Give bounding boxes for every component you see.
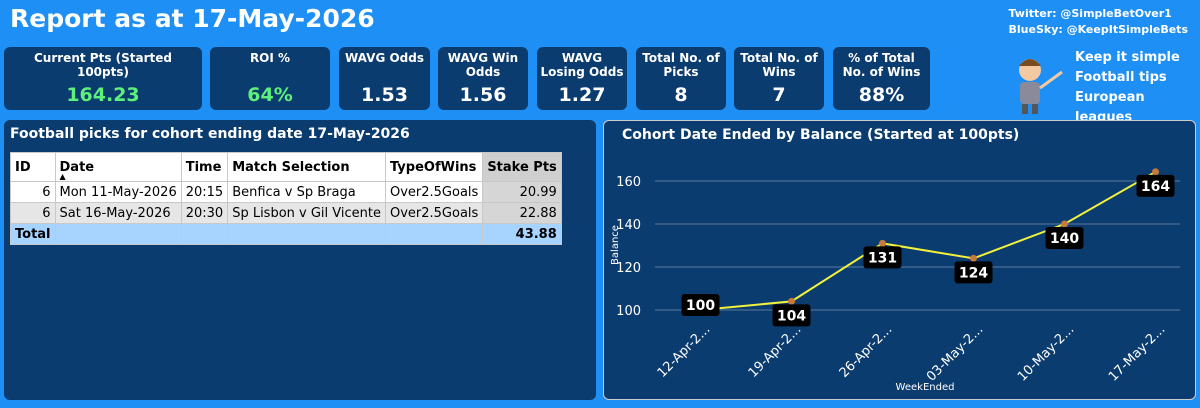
picks-panel: Football picks for cohort ending date 17… (4, 120, 596, 400)
picks-table: ID Date ▲ Time Match Selection TypeOfWins Stak… (10, 152, 562, 245)
y-tick-label: 100 (616, 304, 641, 319)
column-header: Stake Pts (482, 152, 562, 182)
kpi-card: WAVG Win Odds 1.56 (438, 47, 528, 110)
column-header: TypeOfWins (384, 152, 484, 182)
data-label: 140 (1050, 231, 1079, 247)
data-label-box (681, 294, 720, 316)
kpi-value: 64% (247, 84, 293, 106)
data-label-box (954, 261, 993, 284)
kpi-value: 1.56 (459, 84, 507, 106)
kpi-label: % of Total No. of Wins (842, 51, 921, 79)
x-tick-label: 03-May-2... (924, 322, 986, 384)
mascot (1019, 59, 1063, 114)
table-cell: 6 (10, 181, 56, 203)
kpi-label: Current Pts (Started 100pts) (34, 51, 172, 79)
total-row: Total 43.88 (10, 223, 562, 245)
data-label-box (863, 246, 902, 269)
kpi-card: Total No. of Picks 8 (636, 47, 726, 110)
marker (788, 297, 795, 305)
total-value: 43.88 (482, 223, 562, 245)
y-tick-label: 160 (616, 175, 641, 190)
kpi-value: 1.27 (558, 84, 606, 106)
kpi-card: ROI % 64% (210, 47, 330, 110)
kpi-value: 1.53 (361, 84, 408, 106)
report-title: Report as at 17-May-2026 (10, 4, 375, 33)
column-header: ID (10, 152, 56, 182)
data-label: 131 (868, 250, 897, 266)
total-cell (54, 223, 182, 245)
kpi-label: ROI % (249, 51, 291, 65)
twitter: Twitter: @SimpleBetOver1 (1008, 7, 1172, 20)
kpi-card: WAVG Odds 1.53 (339, 47, 430, 110)
table-body: 6 Mon 11-May-2026 20:15 Benfica v Sp Braga O… (10, 181, 562, 245)
data-label: 164 (1141, 179, 1170, 195)
tagline-line: Football tips (1075, 70, 1167, 85)
table-row: 6 Mon 11-May-2026 20:15 Benfica v Sp Braga O… (10, 181, 562, 203)
total-label: Total (10, 223, 56, 245)
marker (1152, 168, 1159, 176)
kpi-label: WAVG Win Odds (447, 51, 519, 79)
total-cell (384, 223, 484, 245)
table-cell: Sp Lisbon v Gil Vicente (227, 202, 386, 224)
y-tick-label: 140 (616, 218, 641, 233)
bluesky: BlueSky: @KeepItSimpleBets (1008, 23, 1188, 36)
tagline-line: Keep it simple (1075, 50, 1180, 65)
kpi-label: WAVG Losing Odds (540, 51, 624, 79)
table-cell: 20:15 (180, 181, 229, 203)
y-axis-label: Balance (610, 225, 621, 265)
kpi-value: 8 (674, 84, 688, 106)
chart-title: Cohort Date Ended by Balance (Started at… (622, 127, 1019, 143)
table-cell: Over2.5Goals (384, 181, 484, 203)
kpi-label: Total No. of Picks (642, 51, 720, 79)
data-label-box (1136, 174, 1175, 197)
table-title: Football picks for cohort ending date 17… (10, 126, 410, 142)
x-tick-label: 17-May-2... (1106, 322, 1168, 384)
table-cell: 20:30 (180, 202, 229, 224)
x-tick-label: 10-May-2... (1015, 322, 1077, 384)
marker (970, 254, 977, 262)
kpi-value: 88% (858, 84, 905, 106)
line (700, 171, 1156, 311)
marker (879, 239, 886, 247)
table-cell: Mon 11-May-2026 (54, 181, 182, 203)
table-cell: Sat 16-May-2026 (54, 202, 182, 224)
kpi-value: 7 (772, 84, 786, 106)
kpi-label: Total No. of Wins (740, 51, 818, 79)
x-tick-label: 26-Apr-2... (837, 322, 896, 381)
total-cell (227, 223, 386, 245)
column-header: Time (180, 152, 229, 182)
header-row: ID Date ▲ Time Match Selection TypeOfWins Stak… (10, 152, 562, 182)
data-label-box (772, 304, 811, 327)
table-row: 6 Sat 16-May-2026 20:30 Sp Lisbon v Gil Vic… (10, 202, 562, 224)
data-label: 104 (777, 308, 806, 324)
table-cell: 22.88 (482, 202, 562, 224)
column-header: Date ▲ (54, 152, 182, 182)
x-axis-label: WeekEnded (896, 382, 955, 393)
marker (1061, 220, 1068, 228)
socials: Twitter: @SimpleBetOver1 BlueSky: @KeepI… (1009, 6, 1188, 38)
data-label: 100 (686, 298, 715, 314)
sort-arrow: ▲ (59, 172, 66, 181)
kpi-card: % of Total No. of Wins 88% (833, 47, 930, 110)
table-cell: 20.99 (482, 181, 562, 203)
x-tick-label: 12-Apr-2... (655, 322, 714, 381)
data-label: 124 (959, 265, 988, 281)
x-tick-label: 19-Apr-2... (746, 322, 805, 381)
kpi-value: 164.23 (66, 84, 140, 106)
kpi-label: WAVG Odds (344, 51, 424, 65)
kpi-card: Total No. of Wins 7 (734, 47, 824, 110)
kpi-card: WAVG Losing Odds 1.27 (537, 47, 627, 110)
data-label-box (1045, 227, 1084, 249)
table-cell: 6 (10, 202, 56, 224)
kpi-card: Current Pts (Started 100pts) 164.23 (4, 47, 202, 110)
total-cell (180, 223, 229, 245)
table-cell: Benfica v Sp Braga (227, 181, 386, 203)
y-tick-label: 120 (616, 261, 641, 276)
